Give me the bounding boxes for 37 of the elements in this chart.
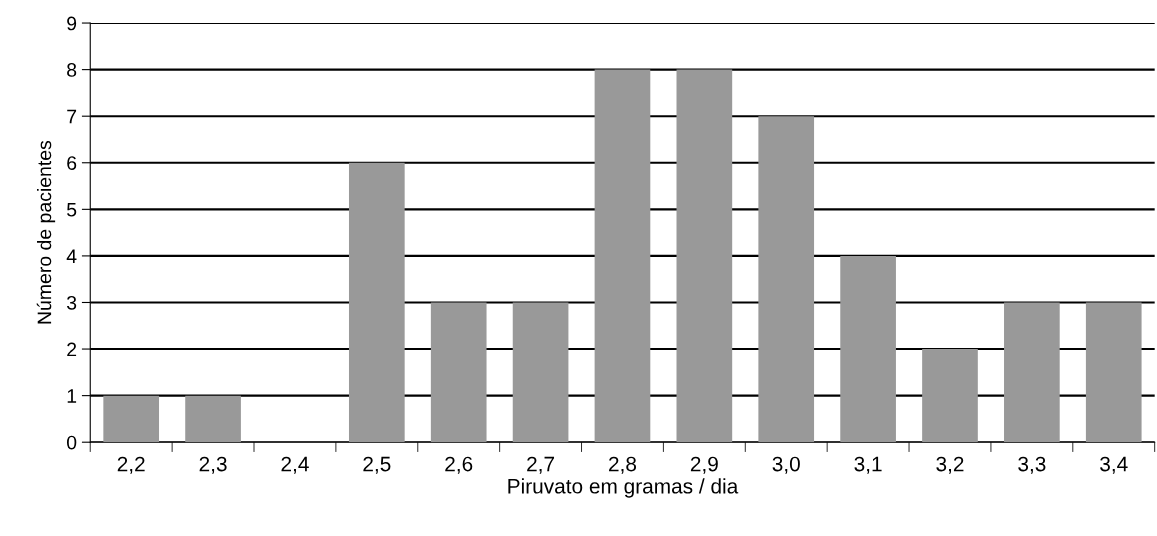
bar — [348, 162, 405, 443]
x-tick-label: 3,1 — [854, 456, 882, 474]
x-tick-label: 3,3 — [1018, 456, 1046, 474]
x-tick-label: 2,5 — [363, 456, 391, 474]
bar — [1004, 302, 1060, 443]
bar — [1085, 302, 1142, 443]
y-tick-label: 7 — [67, 109, 77, 124]
bar — [512, 302, 569, 443]
y-tick-label: 6 — [67, 156, 77, 170]
x-tick-label: 2,3 — [199, 456, 227, 474]
x-tick-label: 2,8 — [609, 456, 637, 474]
y-axis-title: Número de pacientes — [36, 140, 56, 324]
bar — [922, 349, 978, 443]
x-tick-label: 2,2 — [117, 456, 145, 474]
bar — [103, 395, 160, 443]
x-axis-title: Piruvato em gramas / dia — [508, 478, 739, 498]
x-tick-label: 3,0 — [772, 456, 800, 474]
y-tick-label: 3 — [66, 295, 77, 310]
y-tick-label: 5 — [67, 203, 77, 217]
x-tick-label: 2,7 — [527, 456, 555, 474]
y-tick-label: 2 — [67, 342, 77, 357]
x-tick-label: 2,6 — [445, 456, 473, 474]
bar — [594, 69, 651, 443]
x-tick-label: 2,4 — [281, 456, 309, 474]
y-tick-label: 0 — [67, 435, 77, 450]
y-tick-label: 4 — [66, 249, 77, 263]
y-tick-label: 9 — [67, 16, 77, 31]
bar — [758, 116, 815, 443]
y-tick-label: 8 — [67, 63, 77, 77]
x-tick-label: 3,2 — [936, 456, 964, 474]
x-tick-label: 3,4 — [1100, 456, 1128, 474]
x-tick-label: 2,9 — [690, 456, 718, 474]
y-tick-label: 1 — [67, 389, 77, 403]
bar — [676, 69, 733, 443]
bar — [840, 255, 896, 443]
bar — [430, 302, 487, 443]
bar — [185, 395, 241, 443]
